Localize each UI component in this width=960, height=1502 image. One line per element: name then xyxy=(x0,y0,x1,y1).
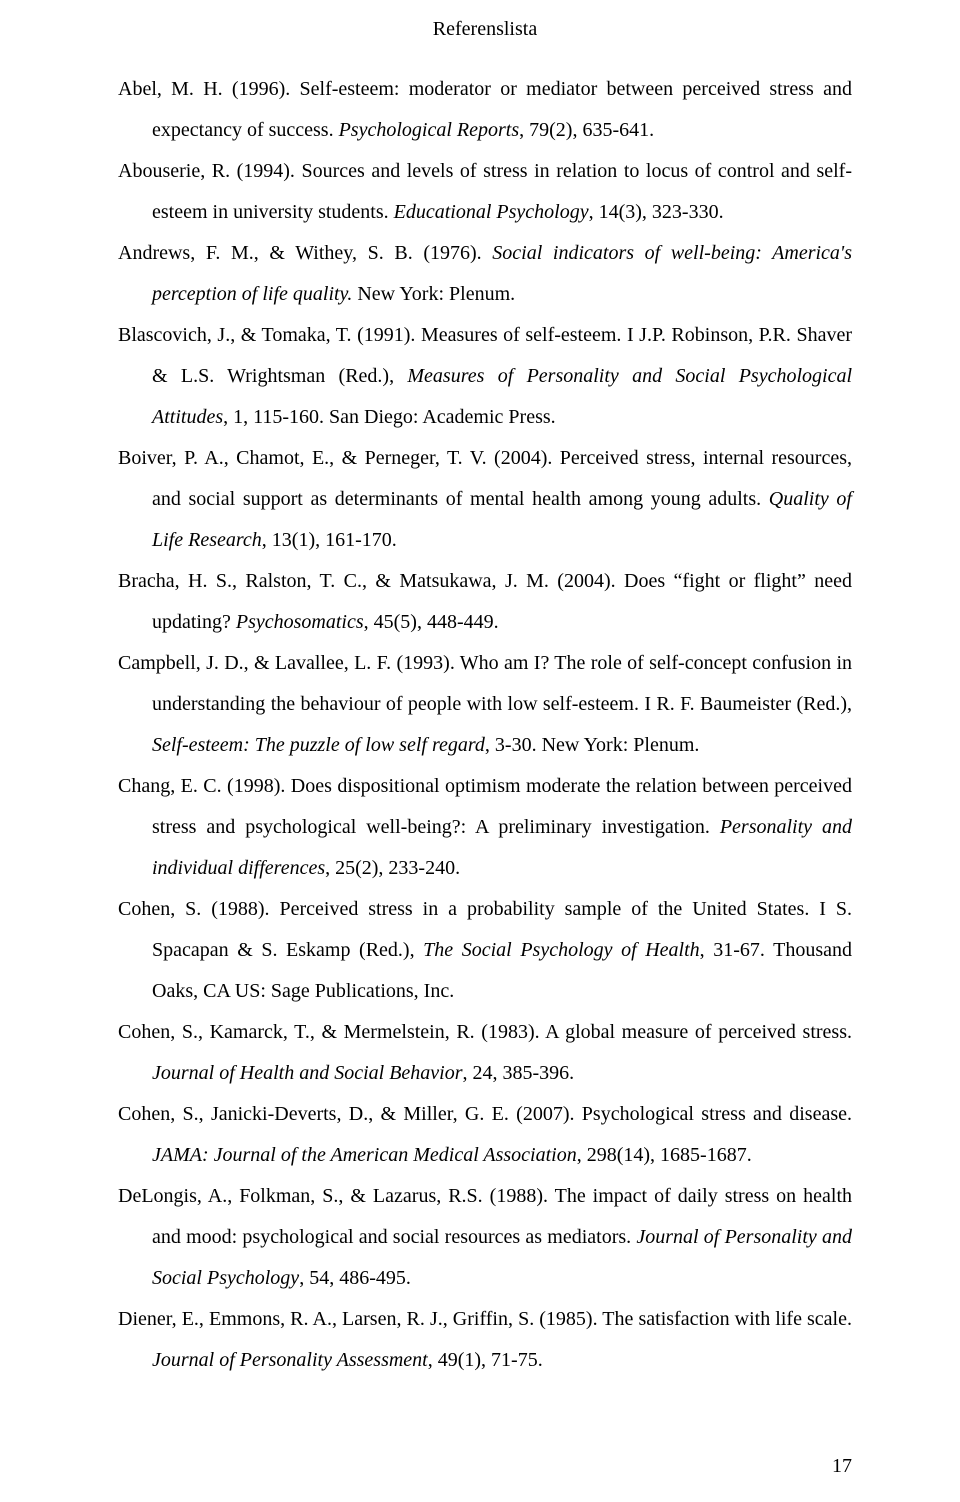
document-page: Referenslista Abel, M. H. (1996). Self-e… xyxy=(0,0,960,1502)
reference-text-italic: Psychological Reports xyxy=(339,119,520,141)
reference-text-after: , 298(14), 1685-1687. xyxy=(577,1144,752,1166)
reference-text-after: , 54, 486-495. xyxy=(299,1267,411,1289)
reference-text-after: , 45(5), 448-449. xyxy=(364,611,499,633)
reference-text-before: Campbell, J. D., & Lavallee, L. F. (1993… xyxy=(118,652,852,715)
reference-text-after: , 13(1), 161-170. xyxy=(262,529,397,551)
reference-entry: Chang, E. C. (1998). Does dispositional … xyxy=(118,766,852,889)
reference-text-before: Andrews, F. M., & Withey, S. B. (1976). xyxy=(118,242,492,264)
reference-entry: Cohen, S., Janicki-Deverts, D., & Miller… xyxy=(118,1094,852,1176)
reference-text-after: , 1, 115-160. San Diego: Academic Press. xyxy=(223,406,556,428)
reference-entry: Blascovich, J., & Tomaka, T. (1991). Mea… xyxy=(118,315,852,438)
reference-entry: Cohen, S. (1988). Perceived stress in a … xyxy=(118,889,852,1012)
reference-text-after: , 25(2), 233-240. xyxy=(325,857,460,879)
reference-text-before: Cohen, S., Janicki-Deverts, D., & Miller… xyxy=(118,1103,852,1125)
reference-list: Abel, M. H. (1996). Self-esteem: moderat… xyxy=(118,69,852,1381)
reference-text-italic: Self-esteem: The puzzle of low self rega… xyxy=(152,734,485,756)
reference-text-after: , 79(2), 635-641. xyxy=(519,119,654,141)
reference-text-italic: Psychosomatics xyxy=(236,611,364,633)
reference-entry: Bracha, H. S., Ralston, T. C., & Matsuka… xyxy=(118,561,852,643)
reference-text-before: Cohen, S., Kamarck, T., & Mermelstein, R… xyxy=(118,1021,852,1043)
reference-text-italic: Journal of Personality Assessment xyxy=(152,1349,428,1371)
reference-text-after: , 14(3), 323-330. xyxy=(589,201,724,223)
reference-text-after: New York: Plenum. xyxy=(352,283,515,305)
reference-entry: Abel, M. H. (1996). Self-esteem: moderat… xyxy=(118,69,852,151)
reference-text-italic: JAMA: Journal of the American Medical As… xyxy=(152,1144,577,1166)
reference-text-after: , 3-30. New York: Plenum. xyxy=(485,734,699,756)
page-title: Referenslista xyxy=(118,18,852,41)
reference-entry: Cohen, S., Kamarck, T., & Mermelstein, R… xyxy=(118,1012,852,1094)
reference-text-before: Boiver, P. A., Chamot, E., & Perneger, T… xyxy=(118,447,852,510)
reference-entry: Andrews, F. M., & Withey, S. B. (1976). … xyxy=(118,233,852,315)
reference-entry: Boiver, P. A., Chamot, E., & Perneger, T… xyxy=(118,438,852,561)
reference-text-italic: The Social Psychology of Health xyxy=(423,939,699,961)
reference-text-italic: Journal of Health and Social Behavior xyxy=(152,1062,463,1084)
reference-entry: DeLongis, A., Folkman, S., & Lazarus, R.… xyxy=(118,1176,852,1299)
reference-entry: Diener, E., Emmons, R. A., Larsen, R. J.… xyxy=(118,1299,852,1381)
reference-text-after: , 24, 385-396. xyxy=(463,1062,575,1084)
reference-entry: Abouserie, R. (1994). Sources and levels… xyxy=(118,151,852,233)
reference-text-italic: Educational Psychology xyxy=(394,201,589,223)
reference-text-after: , 49(1), 71-75. xyxy=(428,1349,543,1371)
reference-text-before: Diener, E., Emmons, R. A., Larsen, R. J.… xyxy=(118,1308,852,1330)
reference-entry: Campbell, J. D., & Lavallee, L. F. (1993… xyxy=(118,643,852,766)
page-number: 17 xyxy=(832,1455,852,1478)
